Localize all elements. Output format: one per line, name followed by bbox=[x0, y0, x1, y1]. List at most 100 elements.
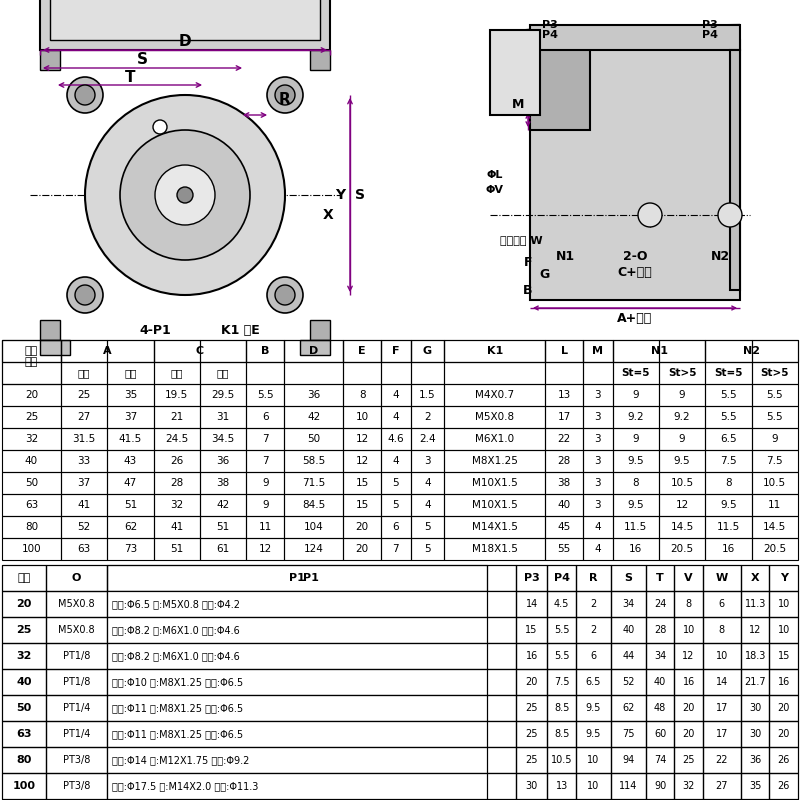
Bar bbox=[2, 617, 46, 643]
Bar bbox=[246, 428, 284, 450]
Bar bbox=[576, 773, 611, 799]
Bar bbox=[46, 773, 106, 799]
Bar bbox=[611, 695, 646, 721]
Bar bbox=[2, 747, 46, 773]
Bar bbox=[2, 406, 61, 428]
Bar bbox=[444, 340, 546, 362]
Text: 10: 10 bbox=[587, 755, 599, 765]
Text: 36: 36 bbox=[307, 390, 320, 400]
Text: 21.7: 21.7 bbox=[744, 677, 766, 687]
Text: St>5: St>5 bbox=[761, 368, 789, 378]
Bar bbox=[674, 617, 703, 643]
Bar bbox=[530, 40, 740, 300]
Bar bbox=[106, 643, 516, 669]
Text: C: C bbox=[196, 346, 204, 356]
Bar bbox=[154, 450, 200, 472]
Bar bbox=[646, 773, 674, 799]
Text: 11: 11 bbox=[258, 522, 272, 532]
Bar bbox=[343, 516, 381, 538]
Bar bbox=[46, 591, 106, 617]
Text: 4: 4 bbox=[393, 390, 399, 400]
Bar bbox=[200, 472, 246, 494]
Bar bbox=[706, 340, 798, 362]
Bar bbox=[46, 565, 106, 591]
Bar bbox=[444, 384, 546, 406]
Bar bbox=[583, 384, 613, 406]
Bar bbox=[200, 384, 246, 406]
Bar bbox=[752, 450, 798, 472]
Text: 52: 52 bbox=[78, 522, 90, 532]
Text: 4: 4 bbox=[594, 544, 602, 554]
Bar bbox=[61, 494, 107, 516]
Text: 7.5: 7.5 bbox=[720, 456, 737, 466]
Text: 73: 73 bbox=[124, 544, 137, 554]
Text: 4.6: 4.6 bbox=[387, 434, 404, 444]
Bar bbox=[752, 428, 798, 450]
Text: 两边:Φ8.2 牙:M6X1.0 通孔:Φ4.6: 两边:Φ8.2 牙:M6X1.0 通孔:Φ4.6 bbox=[112, 651, 239, 661]
Text: 11: 11 bbox=[768, 500, 782, 510]
Bar bbox=[613, 494, 659, 516]
Bar bbox=[547, 773, 576, 799]
Bar bbox=[547, 617, 576, 643]
Bar bbox=[46, 695, 106, 721]
Bar bbox=[611, 747, 646, 773]
Text: 14: 14 bbox=[716, 677, 728, 687]
Text: N1: N1 bbox=[555, 250, 574, 263]
Text: 8: 8 bbox=[686, 599, 692, 609]
Text: P4: P4 bbox=[542, 30, 558, 40]
Text: 6: 6 bbox=[590, 651, 597, 661]
Bar bbox=[2, 472, 61, 494]
Text: 4: 4 bbox=[393, 456, 399, 466]
Text: 18.3: 18.3 bbox=[745, 651, 766, 661]
Text: 8: 8 bbox=[358, 390, 366, 400]
Bar bbox=[46, 669, 106, 695]
Text: N1: N1 bbox=[650, 346, 667, 356]
Text: 12: 12 bbox=[258, 544, 272, 554]
Text: 9: 9 bbox=[262, 500, 269, 510]
Bar bbox=[154, 516, 200, 538]
Bar bbox=[703, 747, 741, 773]
Bar bbox=[200, 406, 246, 428]
Bar bbox=[381, 472, 410, 494]
Bar bbox=[547, 747, 576, 773]
Bar bbox=[444, 494, 546, 516]
Text: 45: 45 bbox=[558, 522, 571, 532]
Bar bbox=[770, 721, 798, 747]
Text: 84.5: 84.5 bbox=[302, 500, 326, 510]
Bar bbox=[107, 362, 154, 384]
Bar bbox=[2, 695, 46, 721]
Text: 两边:Φ8.2 牙:M6X1.0 通孔:Φ4.6: 两边:Φ8.2 牙:M6X1.0 通孔:Φ4.6 bbox=[112, 625, 239, 635]
Text: D: D bbox=[178, 34, 191, 50]
Bar bbox=[381, 384, 410, 406]
Bar bbox=[2, 565, 46, 591]
Bar bbox=[516, 747, 547, 773]
Circle shape bbox=[67, 277, 103, 313]
Text: 32: 32 bbox=[17, 651, 32, 661]
Bar bbox=[646, 695, 674, 721]
Text: 34: 34 bbox=[654, 651, 666, 661]
Bar bbox=[741, 617, 770, 643]
Text: 30: 30 bbox=[526, 781, 538, 791]
Bar bbox=[613, 428, 659, 450]
Text: 15: 15 bbox=[526, 625, 538, 635]
Bar bbox=[576, 773, 611, 799]
Circle shape bbox=[120, 130, 250, 260]
Text: 2-O: 2-O bbox=[622, 250, 647, 263]
Text: 两边:Φ10 牙:M8X1.25 通孔:Φ6.5: 两边:Φ10 牙:M8X1.25 通孔:Φ6.5 bbox=[112, 677, 242, 687]
Text: 42: 42 bbox=[307, 412, 320, 422]
Text: D: D bbox=[309, 346, 318, 356]
Text: 3: 3 bbox=[594, 434, 602, 444]
Text: 6.5: 6.5 bbox=[720, 434, 737, 444]
Text: 16: 16 bbox=[722, 544, 735, 554]
Text: 28: 28 bbox=[170, 478, 183, 488]
Text: C+行程: C+行程 bbox=[618, 266, 652, 279]
Text: P1: P1 bbox=[289, 573, 305, 583]
Bar bbox=[706, 362, 752, 384]
Text: 16: 16 bbox=[778, 677, 790, 687]
Text: 35: 35 bbox=[749, 781, 762, 791]
Bar bbox=[611, 695, 646, 721]
Text: 44: 44 bbox=[622, 651, 634, 661]
FancyBboxPatch shape bbox=[40, 340, 70, 355]
Bar bbox=[770, 617, 798, 643]
Bar bbox=[2, 643, 46, 669]
